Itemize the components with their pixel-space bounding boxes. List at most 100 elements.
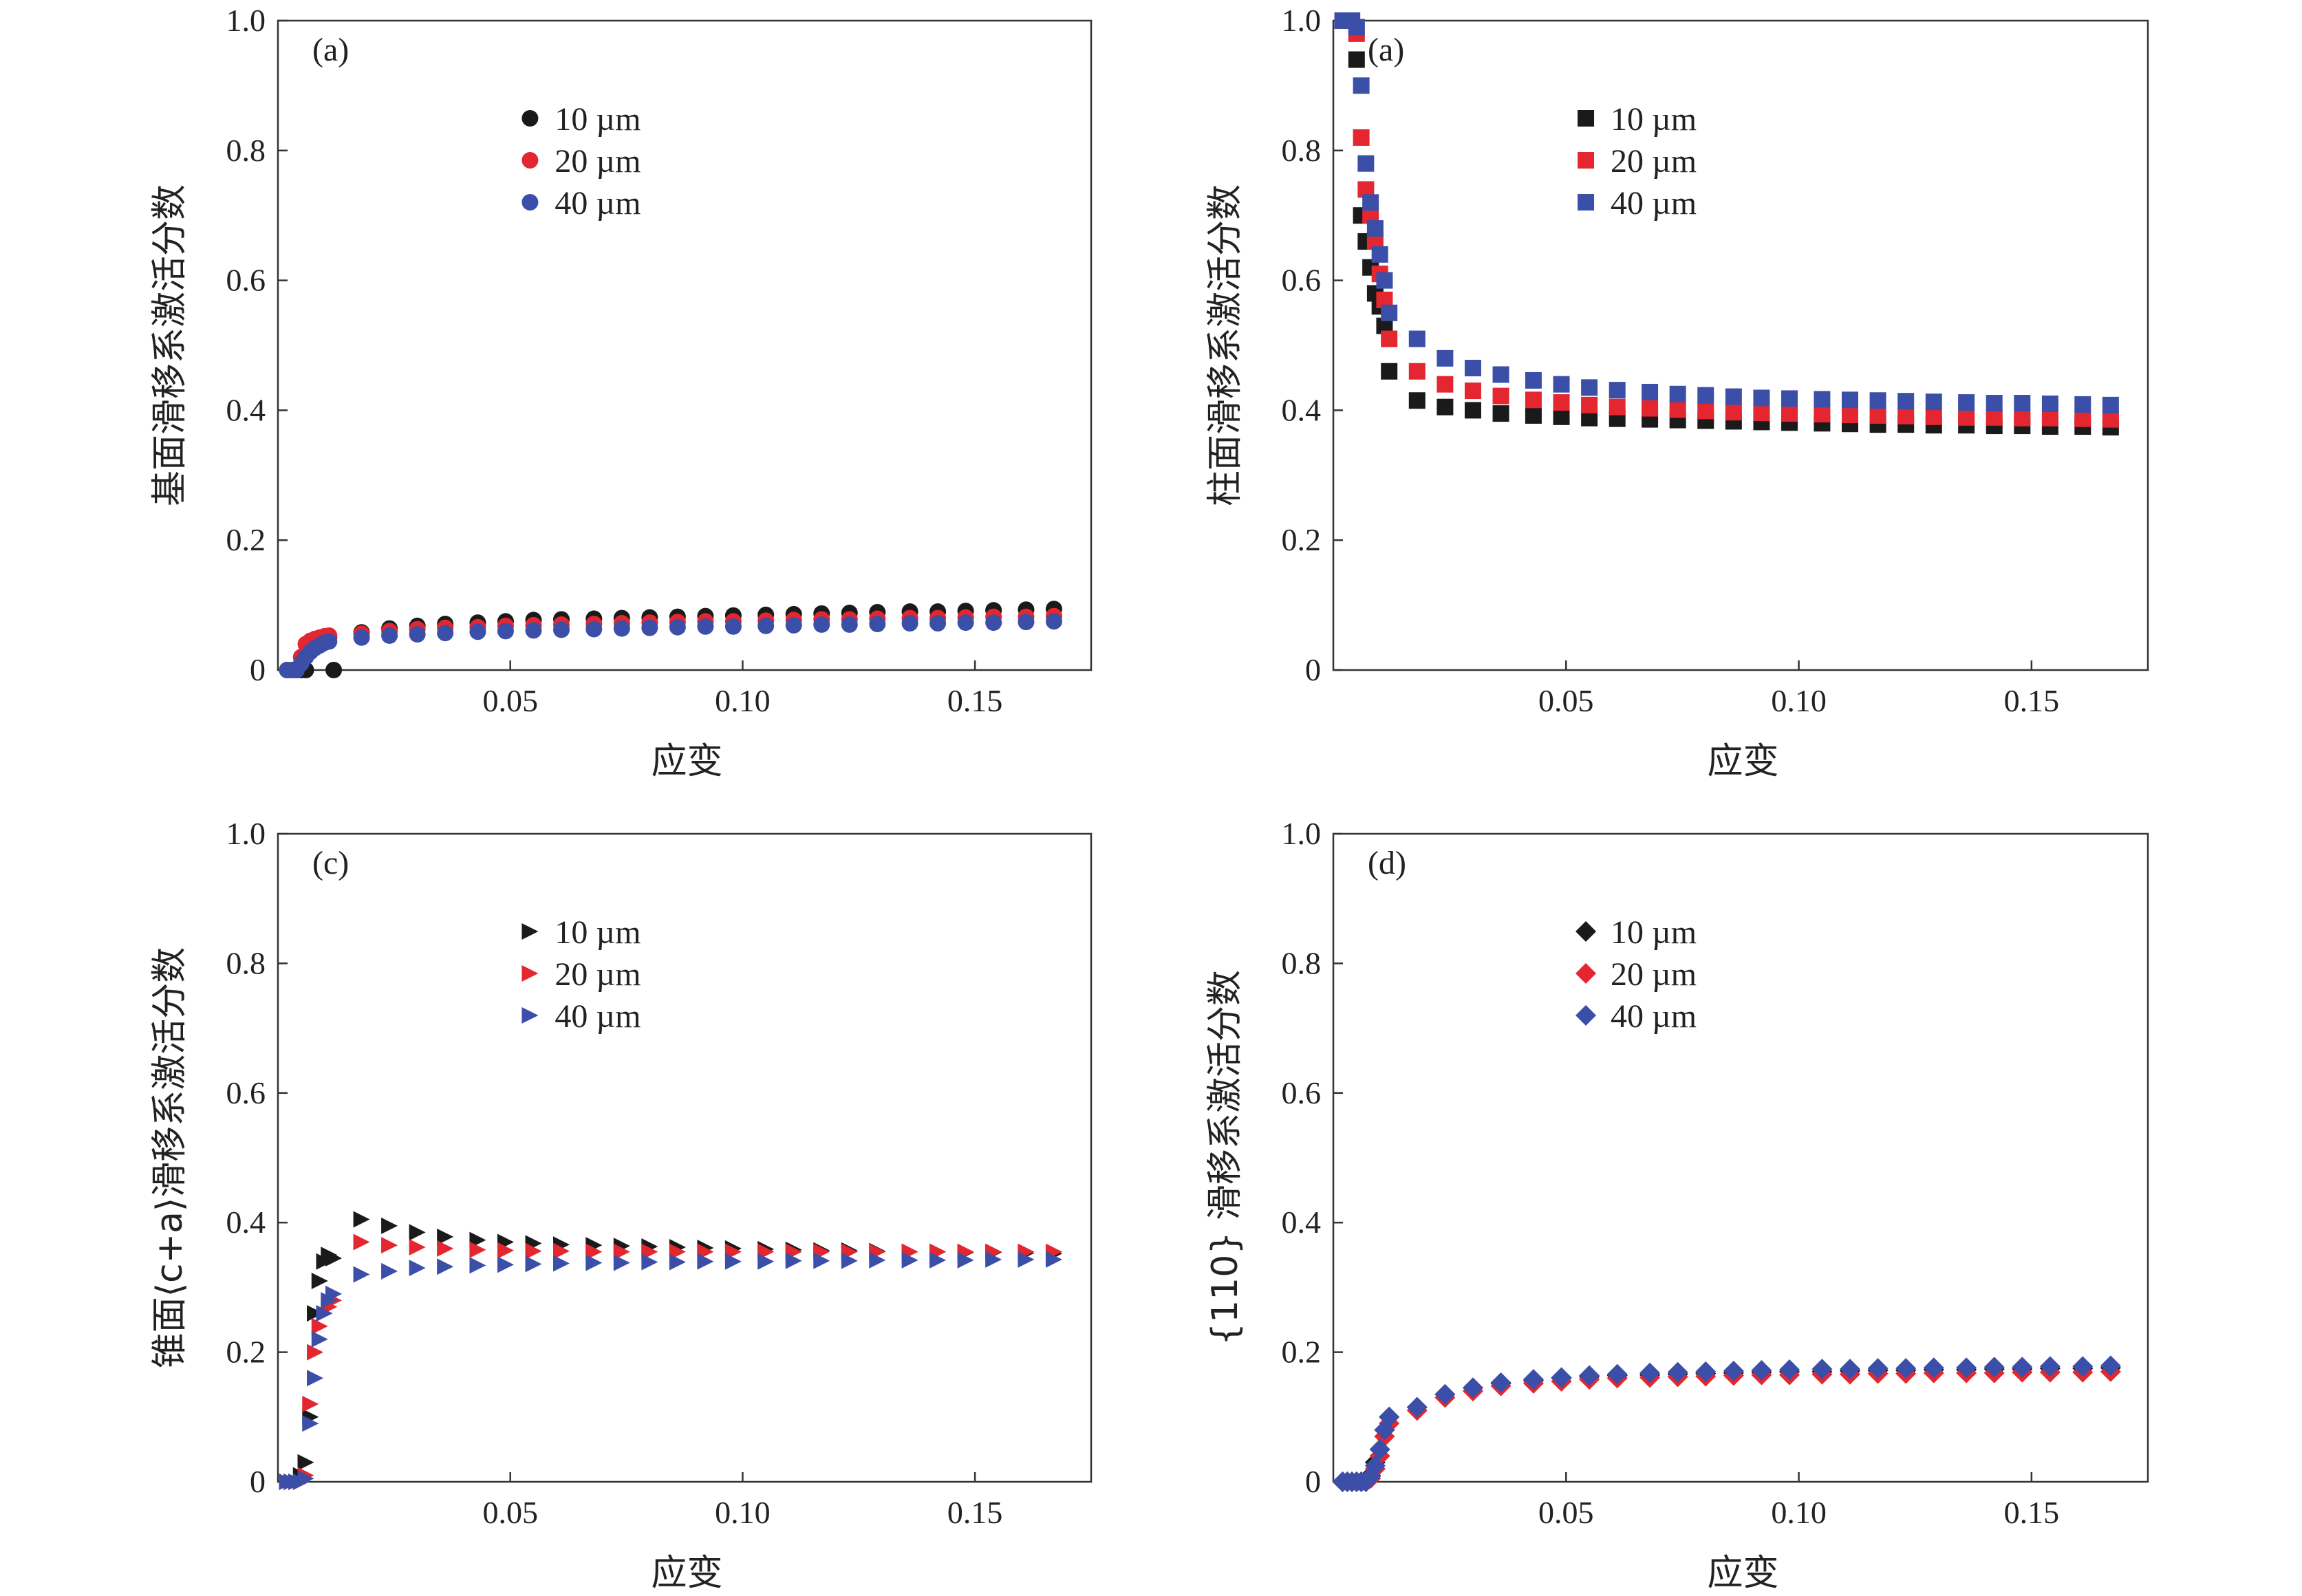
data-point — [1869, 407, 1886, 424]
data-point — [2041, 395, 2058, 412]
legend-label: 40 µm — [555, 185, 641, 222]
data-point — [2074, 410, 2091, 427]
data-point — [469, 623, 486, 640]
data-point — [669, 1253, 686, 1271]
data-point — [307, 1370, 324, 1387]
series-3 — [1334, 12, 2119, 413]
panel-label: (c) — [312, 845, 349, 881]
data-point — [957, 1251, 974, 1269]
data-point — [302, 1395, 319, 1412]
legend-label: 20 µm — [1611, 956, 1697, 993]
legend-label: 10 µm — [1611, 101, 1697, 138]
data-point — [2072, 1356, 2094, 1377]
data-point — [1779, 1359, 1800, 1381]
data-point — [1348, 51, 1365, 68]
y-tick-label: 0.4 — [1282, 1205, 1322, 1240]
data-point — [302, 1415, 319, 1432]
data-point — [1697, 387, 1714, 404]
data-point — [1406, 1396, 1428, 1418]
data-point — [1045, 1251, 1062, 1268]
data-point — [311, 1272, 328, 1289]
data-point — [1642, 400, 1659, 417]
data-point — [321, 633, 338, 650]
y-tick-label: 0.8 — [1282, 133, 1322, 168]
y-tick-label: 0.2 — [1282, 522, 1322, 557]
data-point — [1381, 304, 1398, 321]
data-point — [785, 1252, 802, 1269]
data-point — [409, 1238, 426, 1255]
x-tick-label: 0.15 — [947, 683, 1003, 718]
series-3 — [279, 1251, 1062, 1490]
data-point — [757, 1253, 775, 1270]
data-point — [307, 1305, 324, 1322]
data-point — [1669, 401, 1686, 418]
series-2 — [1332, 1361, 2121, 1492]
y-tick-label: 0.2 — [226, 522, 266, 557]
data-point — [1492, 387, 1509, 405]
data-point — [1781, 405, 1798, 422]
x-axis-title: 应变 — [1708, 1553, 1779, 1594]
chart-panel-4: 0 0.2 0.4 0.6 0.8 1.0 0.05 0.10 0.15 应变 {110} 滑移系激… — [1205, 816, 2149, 1594]
data-point — [1018, 1251, 1035, 1268]
data-point — [985, 1251, 1002, 1268]
data-point — [1408, 392, 1426, 409]
data-point — [437, 1240, 454, 1257]
data-point — [1986, 409, 2003, 426]
data-point — [2041, 409, 2058, 427]
data-point — [1408, 330, 1426, 347]
data-point — [311, 1330, 328, 1348]
data-point — [841, 1252, 858, 1269]
data-point — [1437, 398, 1454, 416]
data-point — [785, 616, 802, 634]
data-point — [1525, 407, 1542, 424]
data-point — [1751, 1359, 1772, 1381]
x-tick-label: 0.15 — [2004, 1495, 2060, 1530]
plot-frame — [277, 832, 1093, 1483]
data-point — [697, 618, 714, 635]
y-tick-label: 0.4 — [226, 1205, 266, 1240]
y-tick-label: 0.8 — [226, 133, 266, 168]
data-point — [325, 1285, 343, 1302]
y-tick-label: 1.0 — [226, 3, 266, 38]
data-point — [1357, 155, 1375, 172]
data-point — [1867, 1358, 1889, 1379]
data-point — [1723, 1360, 1744, 1381]
data-point — [497, 1256, 514, 1273]
y-axis-title: 柱面滑移系激活分数 — [1205, 184, 1246, 506]
data-point — [353, 1233, 370, 1251]
data-point — [901, 1251, 918, 1269]
data-point — [669, 618, 686, 636]
data-point — [1381, 330, 1398, 347]
data-point — [1839, 1359, 1860, 1380]
data-point — [1381, 363, 1398, 380]
y-tick-label: 0 — [1305, 652, 1321, 687]
data-point — [757, 617, 775, 634]
data-point — [1869, 392, 1886, 409]
y-tick-label: 0.2 — [226, 1335, 266, 1370]
data-point — [1925, 393, 1942, 411]
data-point — [321, 1292, 338, 1309]
legend-label: 10 µm — [555, 101, 641, 138]
data-point — [1018, 614, 1035, 631]
data-point — [724, 1253, 742, 1270]
series-1 — [1334, 12, 2119, 435]
data-point — [381, 627, 398, 644]
data-point — [697, 1253, 714, 1270]
data-point — [1362, 194, 1379, 211]
data-point — [437, 625, 454, 642]
data-point — [1379, 1406, 1400, 1427]
y-tick-label: 0.4 — [1282, 392, 1322, 427]
data-point — [641, 1253, 658, 1271]
data-point — [1609, 398, 1626, 416]
x-tick-label: 0.15 — [947, 1495, 1003, 1530]
x-tick-label: 0.10 — [1771, 683, 1827, 718]
x-tick-label: 0.05 — [482, 683, 538, 718]
x-tick-label: 0.05 — [1538, 683, 1594, 718]
data-point — [1781, 390, 1798, 407]
y-tick-label: 0 — [250, 1464, 266, 1499]
plot-frame — [1332, 19, 2149, 671]
data-point — [1045, 613, 1062, 630]
legend-marker — [521, 194, 539, 211]
data-point — [1492, 366, 1509, 383]
